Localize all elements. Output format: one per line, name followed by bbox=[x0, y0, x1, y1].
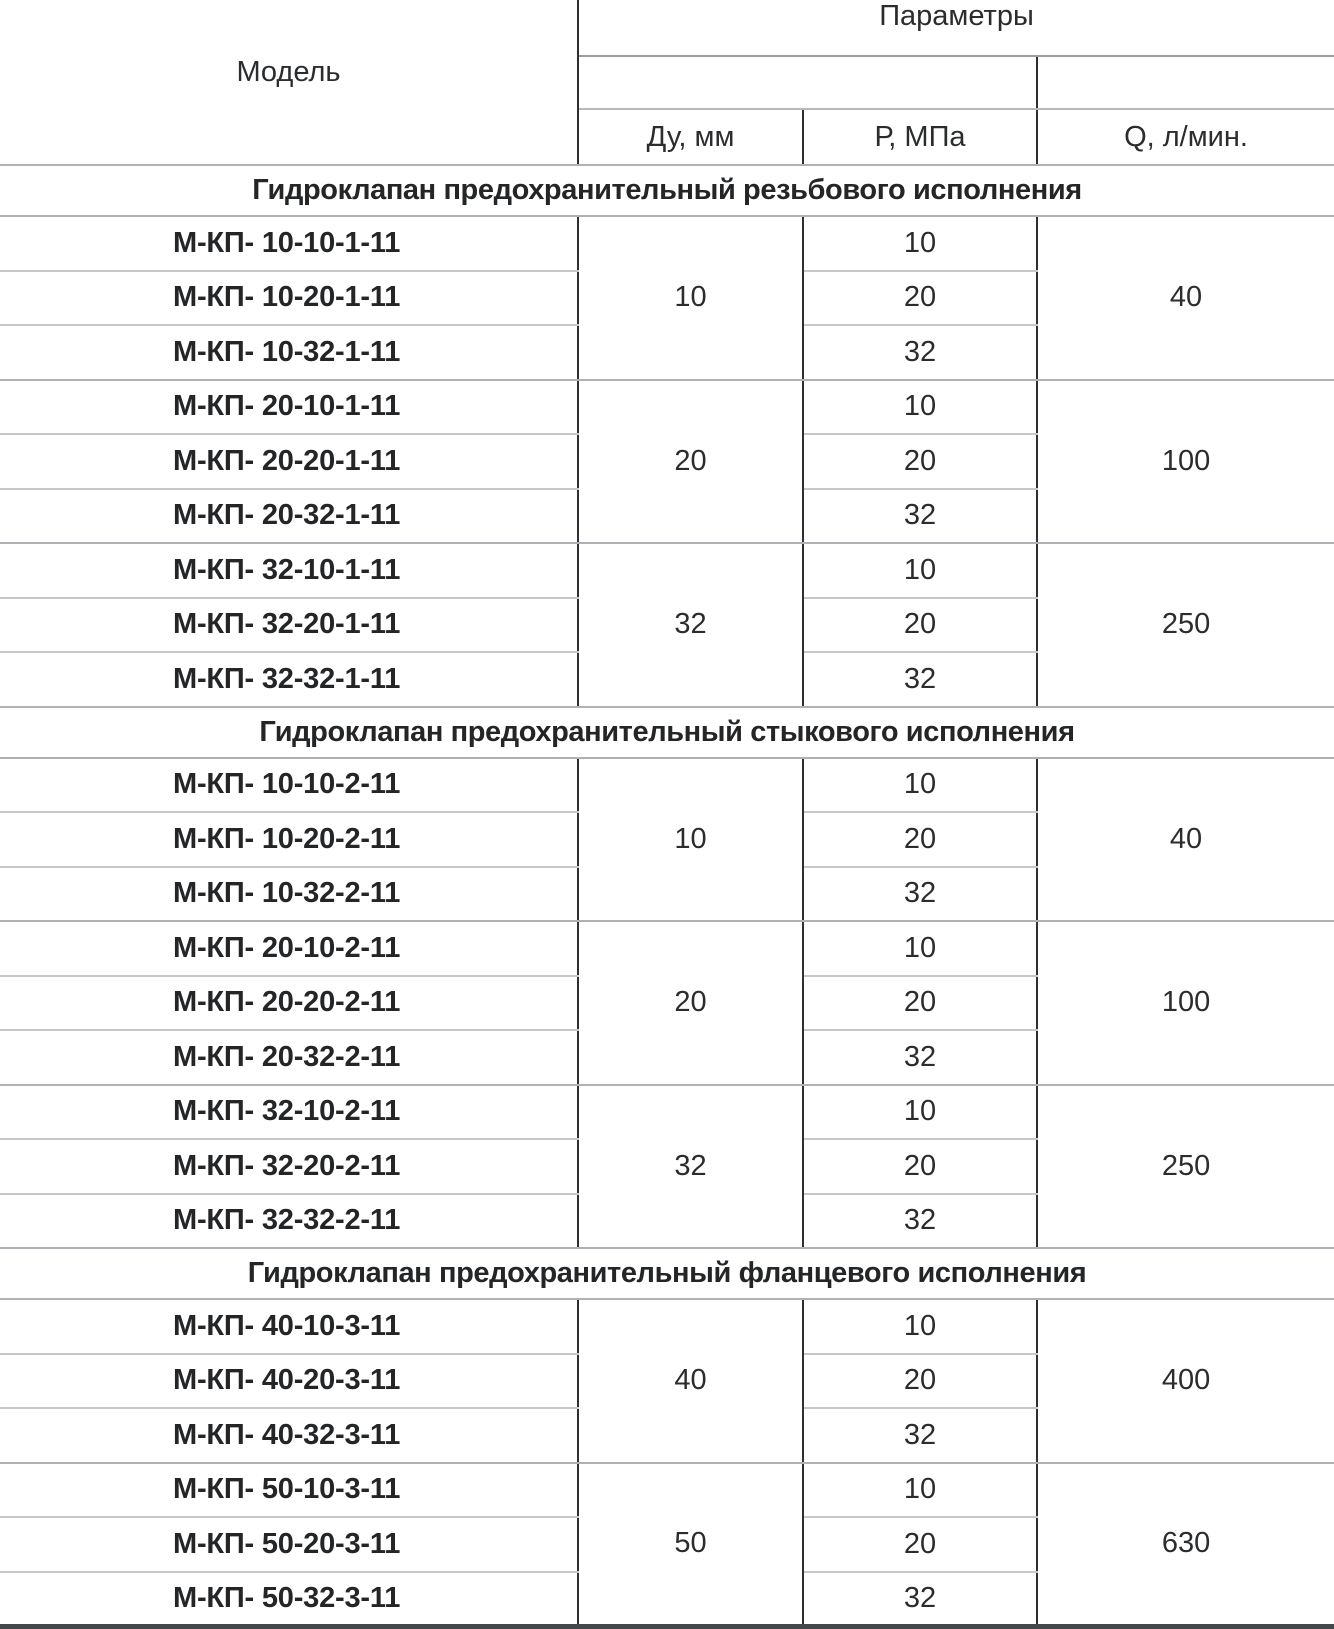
q-cell: 250 bbox=[1037, 543, 1334, 708]
model-cell: М-КП- 20-10-1-11 bbox=[0, 379, 579, 435]
model-cell: М-КП- 10-20-1-11 bbox=[0, 270, 579, 326]
p-cell: 32 bbox=[803, 652, 1038, 708]
model-cell: М-КП- 20-20-2-11 bbox=[0, 975, 579, 1031]
model-cell: М-КП- 32-20-2-11 bbox=[0, 1139, 579, 1195]
table-row: М-КП- 32-10-1-11 32 10 250 bbox=[0, 543, 1334, 708]
p-cell: 32 bbox=[803, 1193, 1038, 1249]
p-cell: 10 bbox=[803, 216, 1038, 272]
du-cell: 10 bbox=[578, 757, 804, 922]
q-cell: 400 bbox=[1037, 1299, 1334, 1464]
p-cell: 32 bbox=[803, 1571, 1038, 1629]
p-cell: 32 bbox=[803, 1030, 1038, 1086]
table-row: М-КП- 32-32-2-11 32 bbox=[0, 1193, 1334, 1249]
section-title: Гидроклапан предохранительный резьбового… bbox=[0, 165, 1334, 217]
model-cell: М-КП- 10-32-1-11 bbox=[0, 325, 579, 381]
p-cell: 20 bbox=[803, 1139, 1038, 1195]
p-cell: 20 bbox=[803, 597, 1038, 653]
du-cell: 32 bbox=[578, 1084, 804, 1249]
p-cell: 10 bbox=[803, 1084, 1038, 1140]
table-row: М-КП- 20-32-2-11 32 bbox=[0, 1030, 1334, 1086]
model-cell: М-КП- 40-10-3-11 bbox=[0, 1299, 579, 1355]
model-cell: М-КП- 40-32-3-11 bbox=[0, 1408, 579, 1464]
table-row: М-КП- 10-32-2-11 32 bbox=[0, 866, 1334, 922]
table-row: М-КП- 20-32-1-11 32 bbox=[0, 488, 1334, 544]
model-cell: М-КП- 40-20-3-11 bbox=[0, 1353, 579, 1409]
q-cell: 250 bbox=[1037, 1084, 1334, 1249]
table-row: М-КП- 32-20-2-11 20 bbox=[0, 1139, 1334, 1195]
header-col-du: Ду, мм bbox=[578, 109, 804, 166]
table-row: М-КП- 20-10-2-11 20 10 100 bbox=[0, 921, 1334, 1086]
du-cell: 20 bbox=[578, 379, 804, 544]
table-row: М-КП- 10-20-1-11 20 bbox=[0, 270, 1334, 326]
model-cell: М-КП- 32-32-2-11 bbox=[0, 1193, 579, 1249]
table-row: М-КП- 10-10-1-11 10 10 40 bbox=[0, 216, 1334, 381]
model-cell: М-КП- 10-32-2-11 bbox=[0, 866, 579, 922]
table-row: М-КП- 20-20-1-11 20 bbox=[0, 434, 1334, 490]
table-row: М-КП- 50-10-3-11 50 10 630 bbox=[0, 1462, 1334, 1629]
header-spacer-left bbox=[578, 56, 1038, 110]
p-cell: 32 bbox=[803, 1408, 1038, 1464]
section-title: Гидроклапан предохранительный фланцевого… bbox=[0, 1248, 1334, 1300]
p-cell: 20 bbox=[803, 1517, 1038, 1573]
model-cell: М-КП- 10-10-1-11 bbox=[0, 216, 579, 272]
model-cell: М-КП- 32-10-2-11 bbox=[0, 1084, 579, 1140]
model-cell: М-КП- 10-20-2-11 bbox=[0, 812, 579, 868]
p-cell: 10 bbox=[803, 379, 1038, 435]
model-cell: М-КП- 20-32-1-11 bbox=[0, 488, 579, 544]
table-row: М-КП- 20-10-1-11 20 10 100 bbox=[0, 379, 1334, 544]
q-cell: 100 bbox=[1037, 379, 1334, 544]
header-col-p: Р, МПа bbox=[803, 109, 1038, 166]
table-row: М-КП- 50-20-3-11 20 bbox=[0, 1517, 1334, 1573]
table-row: М-КП- 32-32-1-11 32 bbox=[0, 652, 1334, 708]
model-cell: М-КП- 32-10-1-11 bbox=[0, 543, 579, 599]
p-cell: 32 bbox=[803, 488, 1038, 544]
section-title: Гидроклапан предохранительный стыкового … bbox=[0, 706, 1334, 759]
p-cell: 10 bbox=[803, 921, 1038, 977]
model-cell: М-КП- 50-20-3-11 bbox=[0, 1517, 579, 1573]
du-cell: 20 bbox=[578, 921, 804, 1086]
du-cell: 32 bbox=[578, 543, 804, 708]
header-spacer-right bbox=[1037, 56, 1334, 110]
model-cell: М-КП- 50-32-3-11 bbox=[0, 1571, 579, 1629]
p-cell: 10 bbox=[803, 757, 1038, 813]
table-row: М-КП- 40-10-3-11 40 10 400 bbox=[0, 1299, 1334, 1464]
table-row: М-КП- 20-20-2-11 20 bbox=[0, 975, 1334, 1031]
q-cell: 40 bbox=[1037, 216, 1334, 381]
header-col-q: Q, л/мин. bbox=[1037, 109, 1334, 166]
table-row: М-КП- 10-20-2-11 20 bbox=[0, 812, 1334, 868]
table-row: М-КП- 10-10-2-11 10 10 40 bbox=[0, 757, 1334, 922]
du-cell: 50 bbox=[578, 1462, 804, 1629]
table-row: М-КП- 50-32-3-11 32 bbox=[0, 1571, 1334, 1629]
table-row: М-КП- 10-32-1-11 32 bbox=[0, 325, 1334, 381]
du-cell: 10 bbox=[578, 216, 804, 381]
model-cell: М-КП- 50-10-3-11 bbox=[0, 1462, 579, 1518]
p-cell: 10 bbox=[803, 1299, 1038, 1355]
q-cell: 630 bbox=[1037, 1462, 1334, 1629]
p-cell: 20 bbox=[803, 975, 1038, 1031]
model-cell: М-КП- 20-32-2-11 bbox=[0, 1030, 579, 1086]
du-cell: 40 bbox=[578, 1299, 804, 1464]
p-cell: 10 bbox=[803, 543, 1038, 599]
table-row: М-КП- 40-32-3-11 32 bbox=[0, 1408, 1334, 1464]
table-row: М-КП- 40-20-3-11 20 bbox=[0, 1353, 1334, 1409]
q-cell: 40 bbox=[1037, 757, 1334, 922]
model-cell: М-КП- 20-10-2-11 bbox=[0, 921, 579, 977]
p-cell: 20 bbox=[803, 812, 1038, 868]
header-params: Параметры bbox=[578, 0, 1334, 57]
p-cell: 32 bbox=[803, 325, 1038, 381]
p-cell: 32 bbox=[803, 866, 1038, 922]
model-cell: М-КП- 10-10-2-11 bbox=[0, 757, 579, 813]
p-cell: 20 bbox=[803, 270, 1038, 326]
table-row: М-КП- 32-10-2-11 32 10 250 bbox=[0, 1084, 1334, 1249]
table-row: М-КП- 32-20-1-11 20 bbox=[0, 597, 1334, 653]
p-cell: 20 bbox=[803, 434, 1038, 490]
q-cell: 100 bbox=[1037, 921, 1334, 1086]
model-cell: М-КП- 20-20-1-11 bbox=[0, 434, 579, 490]
header-model: Модель bbox=[0, 0, 579, 166]
p-cell: 10 bbox=[803, 1462, 1038, 1518]
model-cell: М-КП- 32-32-1-11 bbox=[0, 652, 579, 708]
model-cell: М-КП- 32-20-1-11 bbox=[0, 597, 579, 653]
p-cell: 20 bbox=[803, 1353, 1038, 1409]
